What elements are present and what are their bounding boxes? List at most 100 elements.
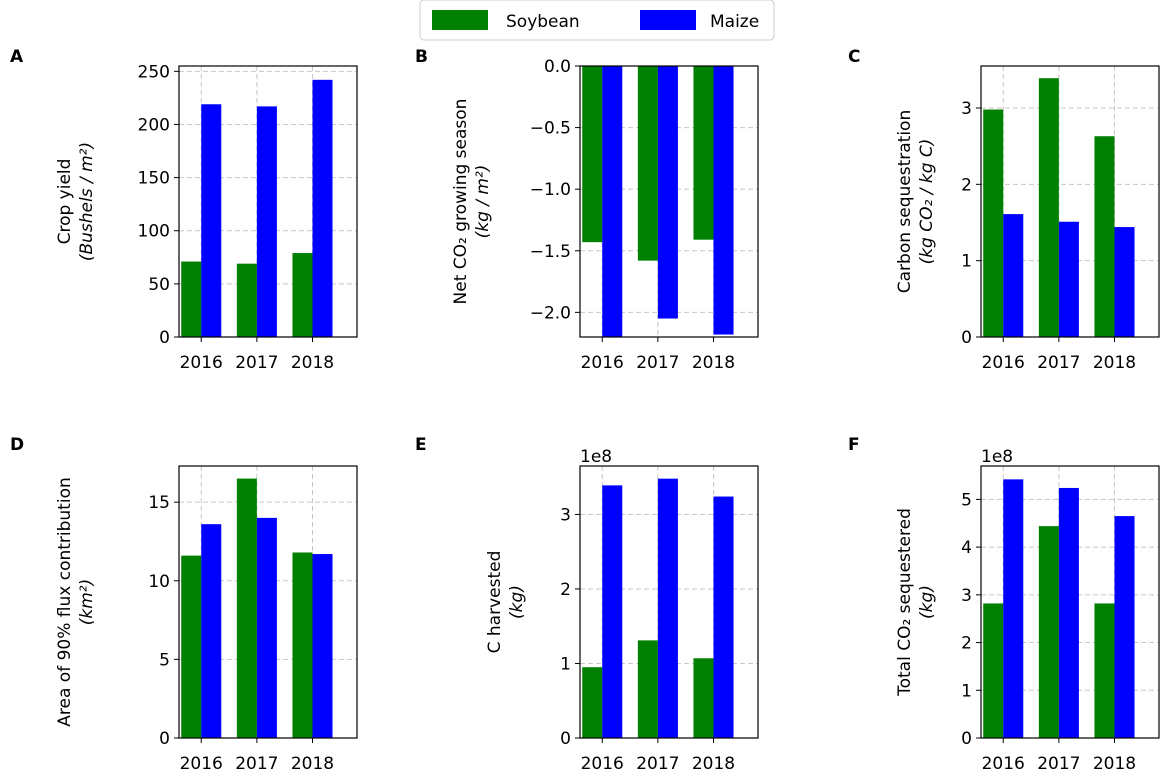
bar-maize-2017 bbox=[256, 517, 277, 738]
bar-soybean-2018 bbox=[1094, 136, 1115, 337]
axes-frame bbox=[178, 65, 358, 338]
bar-maize-2017 bbox=[1058, 221, 1079, 337]
y-tick-label: 2 bbox=[560, 580, 571, 600]
y-axis-label-line1: Net CO₂ growing season bbox=[451, 99, 471, 305]
bar-soybean-2017 bbox=[236, 263, 257, 337]
bar-soybean-2018 bbox=[292, 253, 313, 337]
bar-soybean-2016 bbox=[181, 261, 202, 337]
y-tick-label: 5 bbox=[961, 490, 972, 510]
y-axis-label-line2: (Bushels / m²) bbox=[77, 142, 97, 261]
bar-maize-2018 bbox=[713, 496, 734, 738]
y-axis-label-line1: Carbon sequestration bbox=[895, 110, 915, 293]
x-tick-label: 2016 bbox=[982, 754, 1025, 774]
bar-maize-2016 bbox=[1003, 479, 1024, 738]
legend-label-maize: Maize bbox=[710, 12, 759, 32]
legend-label-soybean: Soybean bbox=[506, 12, 580, 32]
bar-maize-2018 bbox=[713, 66, 734, 335]
y-tick-label: −1.0 bbox=[530, 180, 571, 200]
bar-soybean-2017 bbox=[1038, 78, 1059, 337]
panel-label: A bbox=[10, 47, 24, 67]
panel-d: D 0 5 10 15 2016 2017 2018 Area of 90% flux cont… bbox=[10, 435, 358, 774]
bar-maize-2016 bbox=[201, 524, 222, 738]
axes-frame bbox=[579, 465, 759, 739]
y-tick-label: 200 bbox=[138, 115, 170, 135]
axes-frame bbox=[178, 465, 358, 739]
bar-soybean-2017 bbox=[637, 640, 658, 738]
y-offset-label: 1e8 bbox=[981, 447, 1013, 467]
y-tick-label: 1 bbox=[961, 681, 972, 701]
y-axis-label-line2: (km²) bbox=[77, 579, 97, 625]
bar-maize-2018 bbox=[312, 554, 333, 738]
y-tick-label: 0.0 bbox=[544, 57, 571, 77]
y-axis-label-line2: (kg CO₂ / kg C) bbox=[917, 139, 937, 265]
y-axis-label-line1: Area of 90% flux contribution bbox=[55, 477, 75, 726]
bar-soybean-2016 bbox=[983, 109, 1004, 338]
bar-soybean-2017 bbox=[1038, 526, 1059, 738]
x-tick-label: 2017 bbox=[636, 353, 679, 373]
bar-maize-2018 bbox=[1114, 516, 1135, 738]
x-tick-label: 2016 bbox=[581, 353, 624, 373]
y-axis-label-line1: Crop yield bbox=[55, 159, 75, 245]
bar-soybean-2016 bbox=[582, 667, 603, 738]
y-offset-label: 1e8 bbox=[580, 447, 612, 467]
axes-frame bbox=[980, 65, 1160, 338]
legend: Soybean Maize bbox=[419, 0, 775, 41]
y-tick-label: 100 bbox=[138, 222, 170, 242]
bar-maize-2016 bbox=[602, 485, 623, 738]
x-tick-label: 2018 bbox=[1093, 353, 1136, 373]
panel-label: F bbox=[848, 435, 860, 455]
panel-b: B 0.0 −0.5 −1.0 −1.5 −2.0 2016 2017 2018 Net CO₂ … bbox=[415, 47, 759, 373]
x-tick-label: 2016 bbox=[982, 353, 1025, 373]
bar-maize-2017 bbox=[657, 66, 678, 319]
x-tick-label: 2018 bbox=[692, 353, 735, 373]
legend-swatch-maize bbox=[640, 10, 696, 30]
bar-maize-2016 bbox=[602, 66, 623, 337]
x-tick-label: 2016 bbox=[180, 353, 223, 373]
panel-a: A 0 50 100 150 200 250 2016 2017 2018 Crop yield (B… bbox=[10, 47, 358, 373]
x-tick-label: 2018 bbox=[291, 353, 334, 373]
panel-label: E bbox=[415, 435, 427, 455]
bar-soybean-2017 bbox=[637, 66, 658, 261]
bar-maize-2017 bbox=[256, 106, 277, 338]
y-tick-label: 250 bbox=[138, 62, 170, 82]
y-tick-label: 3 bbox=[560, 505, 571, 525]
panel-label: B bbox=[415, 47, 428, 67]
y-axis-label-line2: (kg) bbox=[507, 585, 527, 619]
x-tick-label: 2018 bbox=[692, 754, 735, 774]
axes-frame bbox=[579, 65, 759, 338]
y-tick-label: −1.5 bbox=[530, 242, 571, 262]
y-tick-label: 5 bbox=[159, 650, 170, 670]
bar-maize-2016 bbox=[201, 104, 222, 338]
bar-soybean-2016 bbox=[582, 66, 603, 243]
y-tick-label: 0 bbox=[159, 328, 170, 348]
y-tick-label: −2.0 bbox=[530, 303, 571, 323]
x-tick-label: 2018 bbox=[1093, 754, 1136, 774]
axes-frame bbox=[980, 465, 1160, 739]
panel-label: C bbox=[848, 47, 860, 67]
y-tick-label: 2 bbox=[961, 175, 972, 195]
x-tick-label: 2017 bbox=[636, 754, 679, 774]
bar-maize-2018 bbox=[312, 79, 333, 338]
x-tick-label: 2017 bbox=[1037, 754, 1080, 774]
x-tick-label: 2016 bbox=[180, 754, 223, 774]
y-tick-label: 0 bbox=[961, 328, 972, 348]
bar-maize-2016 bbox=[1003, 214, 1024, 337]
bar-soybean-2016 bbox=[181, 555, 202, 738]
y-tick-label: 3 bbox=[961, 586, 972, 606]
y-tick-label: 4 bbox=[961, 538, 972, 558]
y-axis-label-line1: Total CO₂ sequestered bbox=[895, 508, 915, 697]
y-tick-label: 50 bbox=[148, 275, 170, 295]
legend-swatch-soybean bbox=[432, 10, 488, 30]
y-tick-label: −0.5 bbox=[530, 119, 571, 139]
bar-maize-2018 bbox=[1114, 227, 1135, 337]
bar-maize-2017 bbox=[1058, 487, 1079, 738]
bar-maize-2017 bbox=[657, 478, 678, 738]
y-tick-label: 1 bbox=[961, 252, 972, 272]
y-tick-label: 1 bbox=[560, 654, 571, 674]
y-tick-label: 150 bbox=[138, 169, 170, 189]
y-axis-label-line1: C harvested bbox=[485, 551, 505, 654]
x-tick-label: 2017 bbox=[235, 353, 278, 373]
bar-soybean-2016 bbox=[983, 603, 1004, 738]
bar-soybean-2018 bbox=[693, 66, 714, 240]
panel-f: F 0 1 2 3 4 5 2016 2017 2018 1e8 Total CO₂ sequeste… bbox=[848, 435, 1160, 774]
